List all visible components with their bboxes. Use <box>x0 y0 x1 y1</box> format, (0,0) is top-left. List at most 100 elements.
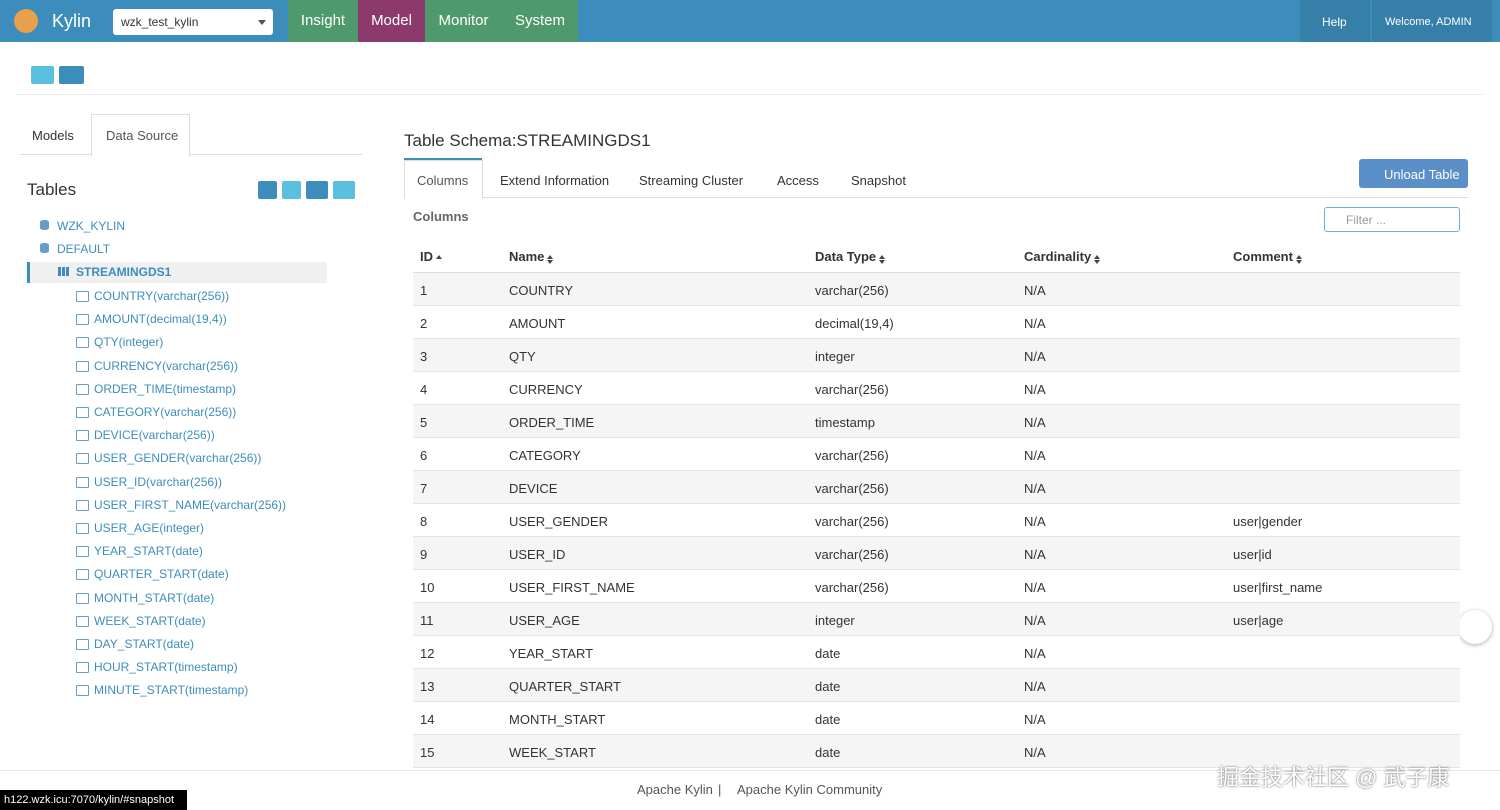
icon-button[interactable] <box>282 181 301 199</box>
table-cell: varchar(256) <box>815 580 889 595</box>
column-header[interactable]: Cardinality <box>1024 249 1092 264</box>
table-cell: N/A <box>1024 316 1046 331</box>
column-node[interactable]: MONTH_START(date) <box>94 590 215 605</box>
column-header[interactable]: Data Type <box>815 249 877 264</box>
sidebar-tab[interactable]: Data Source <box>106 128 179 143</box>
table-cell: 4 <box>420 382 428 397</box>
database-node[interactable]: WZK_KYLIN <box>57 219 126 233</box>
column-node[interactable]: WEEK_START(date) <box>94 613 206 628</box>
icon-button[interactable] <box>258 181 277 199</box>
brand[interactable]: Kylin <box>52 11 92 31</box>
welcome-bg <box>1372 0 1492 42</box>
column-node[interactable]: YEAR_START(date) <box>94 544 203 559</box>
database-node[interactable]: DEFAULT <box>57 242 111 256</box>
table-row <box>413 669 1460 702</box>
help-bg <box>1300 0 1370 42</box>
column-node[interactable]: USER_ID(varchar(256)) <box>94 474 223 489</box>
table-cell: 3 <box>420 349 428 364</box>
column-node[interactable]: USER_AGE(integer) <box>94 521 205 535</box>
column-icon <box>76 662 89 674</box>
menu-item[interactable]: System <box>502 0 578 42</box>
column-icon <box>76 360 89 372</box>
table-cell: varchar(256) <box>815 382 889 397</box>
column-icon <box>76 523 89 534</box>
column-node[interactable]: USER_FIRST_NAME(varchar(256)) <box>94 497 287 512</box>
table-cell: N/A <box>1024 382 1046 397</box>
sort-icon <box>547 252 553 259</box>
column-node[interactable]: DAY_START(date) <box>94 637 195 651</box>
column-header[interactable]: Name <box>509 249 545 264</box>
sort-icon <box>547 260 553 267</box>
table-cell: date <box>815 646 841 661</box>
column-icon <box>76 685 89 697</box>
schema-tab[interactable]: Columns <box>417 173 469 188</box>
table-cell: ORDER_TIME <box>509 415 595 430</box>
table-cell: 15 <box>420 745 435 760</box>
table-cell: USER_ID <box>509 547 566 562</box>
table-cell: integer <box>815 349 855 364</box>
table-row <box>413 405 1460 438</box>
float-button[interactable] <box>1458 610 1492 644</box>
table-cell: USER_AGE <box>509 613 580 628</box>
menu-item[interactable]: Insight <box>288 0 358 42</box>
column-icon <box>76 314 89 326</box>
column-node[interactable]: QUARTER_START(date) <box>94 567 229 582</box>
header-border <box>413 272 1460 273</box>
table-cell: user|gender <box>1233 514 1303 529</box>
schema-tab[interactable]: Extend Information <box>500 173 610 188</box>
schema-title: Table Schema:STREAMINGDS1 <box>404 131 651 150</box>
table-cell: CATEGORY <box>509 448 581 463</box>
table-cell: user|first_name <box>1233 580 1323 595</box>
table-row <box>413 603 1460 636</box>
table-cell: N/A <box>1024 514 1046 529</box>
status-bar <box>0 790 187 810</box>
table-node[interactable]: STREAMINGDS1 <box>76 265 172 279</box>
column-node[interactable]: QTY(integer) <box>94 335 164 350</box>
table-cell: N/A <box>1024 613 1046 628</box>
unload-button[interactable] <box>1359 159 1468 188</box>
column-header[interactable]: ID <box>420 249 433 264</box>
menu-item[interactable]: Model <box>358 0 425 42</box>
table-cell: DEVICE <box>509 481 558 496</box>
toolbar-button[interactable] <box>31 66 54 84</box>
icon-button[interactable] <box>333 181 355 199</box>
project-name[interactable]: wzk_test_kylin <box>121 15 199 29</box>
table-cell: 12 <box>420 646 435 661</box>
footer-link[interactable]: Apache Kylin <box>637 782 713 797</box>
column-node[interactable]: USER_GENDER(varchar(256)) <box>94 451 262 466</box>
schema-tab[interactable]: Snapshot <box>851 173 906 188</box>
table-cell: 2 <box>420 316 428 331</box>
table-cell: WEEK_START <box>509 745 596 760</box>
column-node[interactable]: AMOUNT(decimal(19,4)) <box>94 312 227 327</box>
sort-icon <box>879 260 885 267</box>
column-node[interactable]: MINUTE_START(timestamp) <box>94 683 249 698</box>
table-cell: 1 <box>420 283 428 298</box>
column-node[interactable]: DEVICE(varchar(256)) <box>94 428 215 443</box>
caret <box>258 20 266 29</box>
filter-placeholder: Filter ... <box>1346 213 1387 227</box>
column-node[interactable]: COUNTRY(varchar(256)) <box>94 289 230 303</box>
welcome-menu[interactable]: Welcome, ADMIN <box>1385 16 1472 28</box>
table-cell: 10 <box>420 580 435 595</box>
footer-link[interactable]: Apache Kylin Community <box>737 782 883 797</box>
filter-input[interactable] <box>1324 207 1460 232</box>
sort-icon <box>879 252 885 259</box>
add-button[interactable] <box>59 66 84 84</box>
column-header[interactable]: Comment <box>1233 249 1293 264</box>
column-icon <box>76 639 89 650</box>
help-menu[interactable]: Help <box>1322 15 1347 29</box>
schema-tab[interactable]: Access <box>777 173 819 188</box>
table-row <box>413 372 1460 405</box>
column-node[interactable]: ORDER_TIME(timestamp) <box>94 381 237 396</box>
schema-tab[interactable]: Streaming Cluster <box>639 173 744 188</box>
table-cell: 6 <box>420 448 428 463</box>
sidebar-tab[interactable]: Models <box>32 128 74 143</box>
menu-item[interactable]: Monitor <box>425 0 502 42</box>
column-node[interactable]: CATEGORY(varchar(256)) <box>94 405 237 419</box>
icon-button[interactable] <box>306 181 328 199</box>
unload-label[interactable]: Unload Table <box>1384 167 1460 182</box>
column-node[interactable]: HOUR_START(timestamp) <box>94 660 238 675</box>
column-node[interactable]: CURRENCY(varchar(256)) <box>94 358 239 373</box>
tab-line <box>20 154 362 155</box>
project-select[interactable] <box>113 9 273 35</box>
